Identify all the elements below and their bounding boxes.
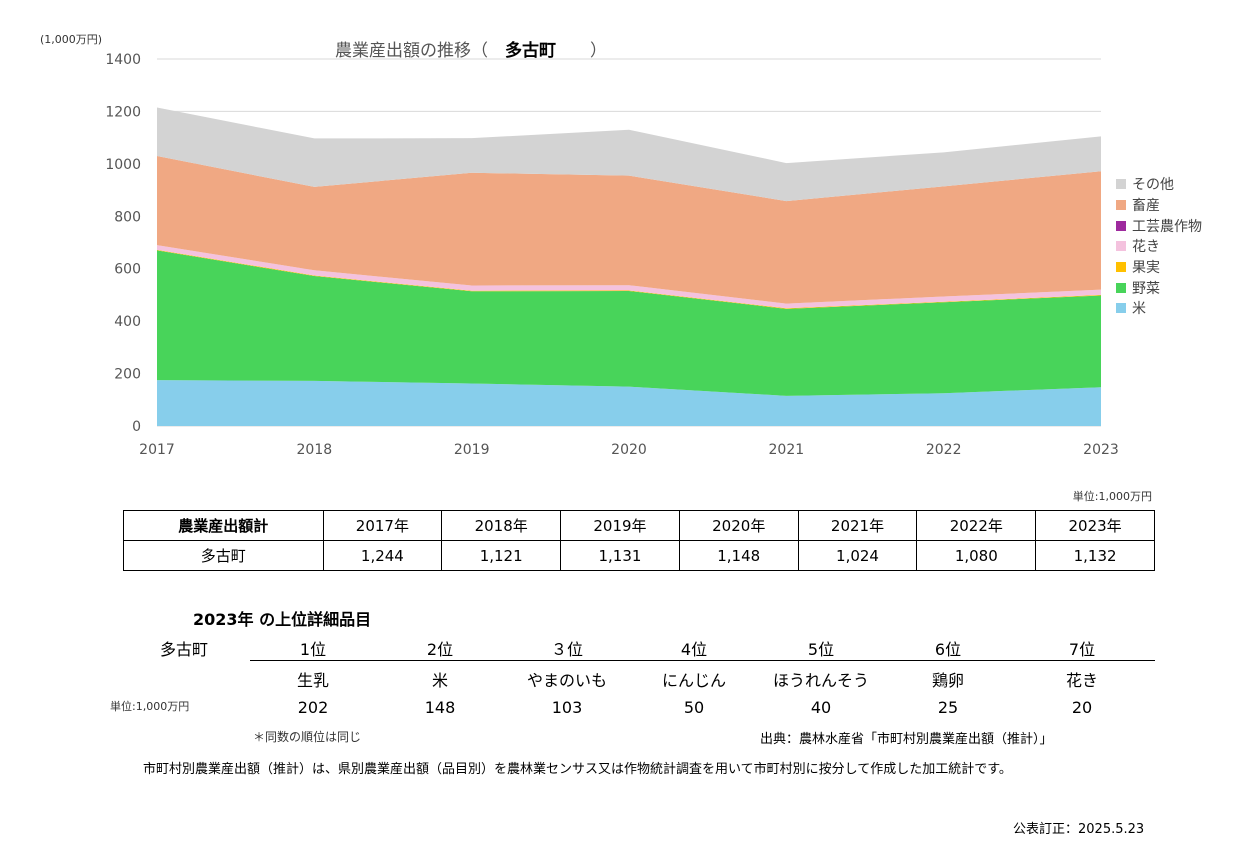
x-tick-label: 2020 <box>611 442 647 458</box>
year-header: 2023年 <box>1035 510 1155 541</box>
x-tick-label: 2017 <box>139 442 175 458</box>
total-value: 1,121 <box>441 540 562 571</box>
legend-label: 野菜 <box>1132 280 1160 297</box>
rank-label: 2位 <box>426 640 454 659</box>
item-name: にんじん <box>661 671 726 690</box>
explanation-text: 市町村別農業産出額（推計）は、県別農業産出額（品目別）を農林業センサス又は作物統… <box>143 762 1012 777</box>
item-name: 鶏卵 <box>931 671 964 690</box>
year-header: 2017年 <box>322 510 443 541</box>
legend-item: 米 <box>1116 298 1202 319</box>
area-series <box>157 380 1101 426</box>
legend-swatch <box>1116 282 1126 293</box>
legend-item: 畜産 <box>1116 195 1202 216</box>
legend-label: その他 <box>1132 177 1174 194</box>
legend-label: 花き <box>1132 239 1160 256</box>
legend-item: 工芸農作物 <box>1116 215 1202 236</box>
rank-label: ３位 <box>550 640 583 659</box>
y-tick-label: 1000 <box>105 157 141 173</box>
town-label: 多古町 <box>123 540 324 571</box>
item-value: 103 <box>551 698 583 717</box>
item-value: 20 <box>1071 698 1093 717</box>
item-value: 50 <box>683 698 705 717</box>
y-tick-label: 200 <box>114 367 141 383</box>
legend-swatch <box>1116 241 1126 252</box>
year-header: 2018年 <box>441 510 562 541</box>
legend-item: 果実 <box>1116 257 1202 278</box>
legend-label: 果実 <box>1132 260 1160 277</box>
legend-swatch <box>1116 179 1126 190</box>
rank-label: 1位 <box>299 640 327 659</box>
source-citation: 出典：農林水産省「市町村別農業産出額（推計）」 <box>760 732 1053 747</box>
item-name: 花き <box>1065 671 1098 690</box>
totals-header-label: 農業産出額計 <box>123 510 324 541</box>
total-value: 1,080 <box>916 540 1037 571</box>
item-name: ほうれんそう <box>772 671 869 690</box>
totals-header-row: 農業産出額計 2017年 2018年 2019年 2020年 2021年 202… <box>123 510 1155 541</box>
total-value: 1,132 <box>1035 540 1155 571</box>
year-header: 2022年 <box>916 510 1037 541</box>
top-items-unit: 単位:1,000万円 <box>110 700 190 713</box>
year-header: 2020年 <box>678 510 799 541</box>
rank-label: 5位 <box>807 640 835 659</box>
legend-item: 花き <box>1116 236 1202 257</box>
item-value: 40 <box>810 698 832 717</box>
chart-title-suffix: ） <box>590 41 607 61</box>
legend-swatch <box>1116 262 1126 273</box>
y-tick-label: 400 <box>114 314 141 330</box>
item-name: 生乳 <box>296 671 329 690</box>
chart-title: 農業産出額の推移（ 多古町 ） <box>335 36 607 61</box>
area-series <box>157 155 1101 304</box>
x-tick-label: 2021 <box>769 442 805 458</box>
item-value: 25 <box>937 698 959 717</box>
area-series <box>157 250 1101 396</box>
top-items-title: 2023年 の上位詳細品目 <box>193 610 372 629</box>
total-value: 1,148 <box>678 540 799 571</box>
legend-swatch <box>1116 303 1126 314</box>
item-name: やまのいも <box>526 671 607 690</box>
top-items-town: 多古町 <box>160 640 209 659</box>
year-header: 2021年 <box>797 510 918 541</box>
totals-table: 農業産出額計 2017年 2018年 2019年 2020年 2021年 202… <box>123 510 1155 571</box>
area-series <box>157 245 1101 309</box>
y-tick-label: 800 <box>114 209 141 225</box>
rank-divider <box>250 660 1155 661</box>
item-name: 米 <box>431 671 448 690</box>
legend-label: 畜産 <box>1132 198 1160 215</box>
rank-label: 4位 <box>680 640 708 659</box>
total-value: 1,244 <box>322 540 443 571</box>
y-tick-label: 1400 <box>105 52 141 68</box>
published-date: 公表訂正：2025.5.23 <box>1013 822 1145 837</box>
x-tick-label: 2022 <box>926 442 962 458</box>
total-value: 1,131 <box>560 540 680 571</box>
legend-label: 工芸農作物 <box>1132 218 1202 235</box>
y-tick-label: 1200 <box>105 104 141 120</box>
y-tick-label: 0 <box>132 419 141 435</box>
item-value: 202 <box>297 698 329 717</box>
item-value: 148 <box>424 698 456 717</box>
legend-swatch <box>1116 200 1126 211</box>
totals-data-row: 多古町 1,244 1,121 1,131 1,148 1,024 1,080 … <box>123 540 1155 571</box>
table-unit: 単位:1,000万円 <box>1072 490 1152 503</box>
legend-item: その他 <box>1116 174 1202 195</box>
area-series <box>157 107 1101 202</box>
x-tick-label: 2018 <box>297 442 333 458</box>
chart-legend: その他畜産工芸農作物花き果実野菜米 <box>1116 174 1202 319</box>
y-tick-label: 600 <box>114 262 141 278</box>
rank-label: 6位 <box>934 640 962 659</box>
legend-label: 米 <box>1132 301 1146 318</box>
rank-note: ＊同数の順位は同じ <box>253 730 362 744</box>
chart-title-town: 多古町 <box>505 41 556 61</box>
x-tick-label: 2019 <box>454 442 490 458</box>
year-header: 2019年 <box>560 510 680 541</box>
x-tick-label: 2023 <box>1083 442 1119 458</box>
legend-item: 野菜 <box>1116 277 1202 298</box>
total-value: 1,024 <box>797 540 918 571</box>
chart-title-prefix: 農業産出額の推移（ <box>335 41 488 61</box>
legend-swatch <box>1116 220 1126 231</box>
rank-label: 7位 <box>1068 640 1096 659</box>
y-axis-unit: (1,000万円) <box>40 33 103 46</box>
area-chart: 0 200 400 600 800 1000 1200 1400 2017 2018 2019 202… <box>105 52 1119 458</box>
